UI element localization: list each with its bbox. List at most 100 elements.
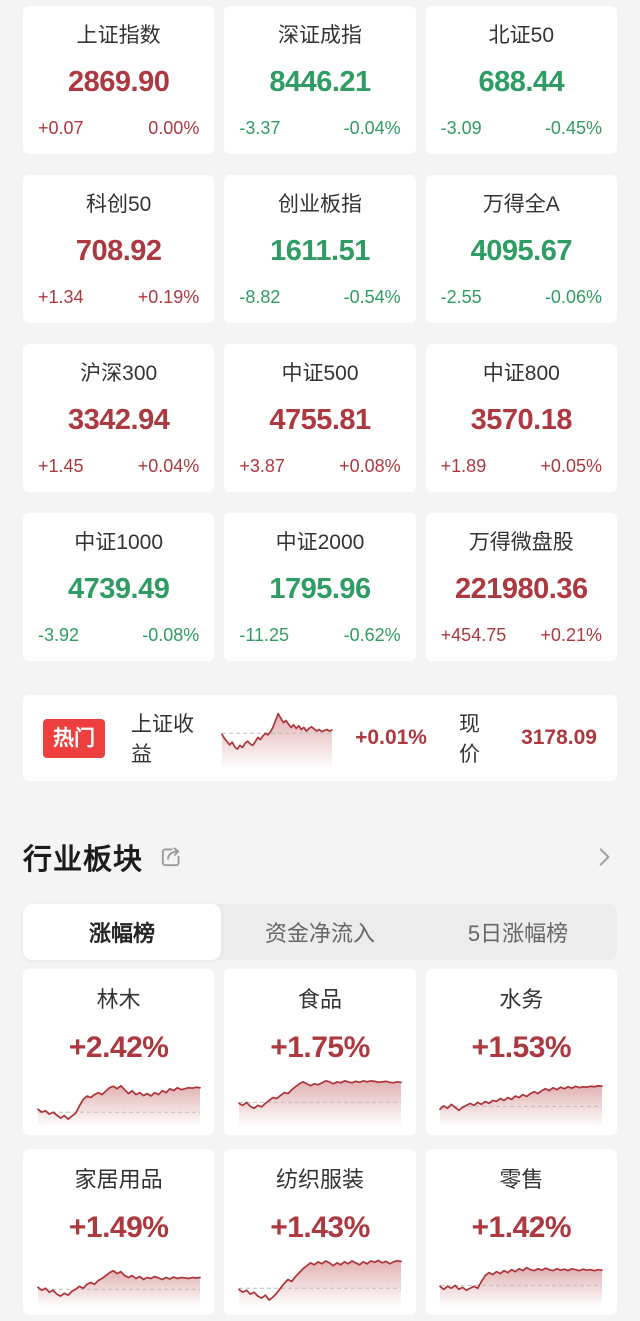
index-change: +454.75 (440, 625, 507, 645)
hot-price-value: 3178.09 (521, 726, 597, 749)
sector-tab-bar: 涨幅榜 资金净流入 5日涨幅榜 (23, 904, 617, 960)
index-value: 2869.90 (68, 66, 170, 98)
index-change: -3.92 (38, 625, 80, 645)
index-change: +0.07 (38, 118, 84, 138)
index-card[interactable]: 科创50 708.92 +1.34 +0.19% (23, 175, 215, 323)
index-value: 708.92 (75, 235, 162, 267)
index-card[interactable]: 深证成指 8446.21 -3.37 -0.04% (224, 6, 416, 154)
sector-sparkline-chart (36, 1269, 201, 1305)
index-value: 1795.96 (269, 573, 371, 605)
index-name: 上证指数 (76, 24, 161, 47)
index-change-pct: +0.08% (339, 456, 401, 476)
sector-section-title: 行业板块 (23, 844, 144, 876)
sector-grid: 林木 +2.42% 食品 +1.75% 水务 +1.53% 家居用品 +1.49… (23, 969, 617, 1315)
index-card[interactable]: 北证50 688.44 -3.09 -0.45% (425, 6, 617, 154)
sector-sparkline-chart (238, 1080, 402, 1125)
index-grid: 上证指数 2869.90 +0.07 0.00% 深证成指 8446.21 -3… (23, 6, 617, 661)
index-name: 万得微盘股 (468, 531, 574, 554)
sector-sparkline-chart (439, 1266, 604, 1305)
index-change-pct: -0.54% (343, 287, 401, 307)
sector-sparkline-chart (238, 1259, 402, 1305)
index-name: 中证2000 (275, 531, 365, 554)
sector-card[interactable]: 食品 +1.75% (224, 969, 416, 1135)
index-value: 688.44 (478, 66, 565, 98)
sector-change-pct: +1.43% (270, 1211, 370, 1244)
index-card[interactable]: 万得微盘股 221980.36 +454.75 +0.21% (425, 513, 617, 661)
index-change: +1.89 (440, 456, 487, 476)
index-name: 中证1000 (74, 531, 164, 554)
index-card[interactable]: 万得全A 4095.67 -2.55 -0.06% (425, 175, 617, 323)
index-card[interactable]: 创业板指 1611.51 -8.82 -0.54% (224, 175, 416, 323)
index-name: 北证50 (488, 24, 554, 47)
index-value: 4739.49 (68, 573, 170, 605)
index-card[interactable]: 沪深300 3342.94 +1.45 +0.04% (23, 344, 215, 492)
index-name: 科创50 (85, 193, 152, 216)
sector-card[interactable]: 水务 +1.53% (425, 969, 617, 1135)
sector-sparkline-chart (36, 1084, 201, 1125)
index-card[interactable]: 中证800 3570.18 +1.89 +0.05% (425, 344, 617, 492)
sector-name: 纺织服装 (275, 1167, 364, 1192)
sector-name: 零售 (499, 1167, 544, 1192)
sector-change-pct: +1.75% (270, 1031, 370, 1064)
index-card[interactable]: 中证1000 4739.49 -3.92 -0.08% (23, 513, 215, 661)
index-change-pct: -0.62% (343, 625, 401, 645)
hot-index-row[interactable]: 热门 上证收益 +0.01% 现价 3178.09 (23, 695, 617, 781)
sector-card[interactable]: 纺织服装 +1.43% (224, 1149, 416, 1315)
hot-change-pct: +0.01% (355, 726, 427, 749)
sector-change-pct: +2.42% (68, 1031, 169, 1064)
index-name: 深证成指 (277, 24, 362, 47)
sector-name: 林木 (96, 987, 141, 1012)
index-change: -3.09 (440, 118, 482, 138)
index-name: 中证800 (482, 362, 560, 385)
index-card[interactable]: 中证500 4755.81 +3.87 +0.08% (224, 344, 416, 492)
index-change: +1.34 (38, 287, 84, 307)
index-change: +1.45 (38, 456, 84, 476)
index-card[interactable]: 上证指数 2869.90 +0.07 0.00% (23, 6, 215, 154)
index-change-pct: -0.06% (544, 287, 602, 307)
sector-change-pct: +1.49% (68, 1211, 169, 1244)
index-change: +3.87 (239, 456, 285, 476)
tab-gainers[interactable]: 涨幅榜 (23, 904, 221, 960)
index-name: 创业板指 (277, 193, 362, 216)
index-value: 3342.94 (68, 404, 170, 436)
index-change-pct: -0.45% (544, 118, 602, 138)
sector-name: 食品 (297, 987, 342, 1012)
share-icon[interactable] (157, 843, 185, 871)
index-name: 沪深300 (80, 362, 158, 385)
index-change-pct: -0.08% (142, 625, 200, 645)
index-card[interactable]: 中证2000 1795.96 -11.25 -0.62% (224, 513, 416, 661)
hot-sparkline-chart (221, 712, 334, 767)
index-value: 3570.18 (470, 404, 573, 436)
sector-sparkline-chart (439, 1084, 604, 1125)
index-name: 中证500 (281, 362, 359, 385)
index-change: -11.25 (239, 625, 290, 645)
sector-name: 水务 (499, 987, 544, 1012)
sector-card[interactable]: 零售 +1.42% (425, 1149, 617, 1315)
sector-name: 家居用品 (74, 1167, 163, 1192)
sector-change-pct: +1.53% (471, 1031, 572, 1064)
index-value: 8446.21 (269, 66, 371, 98)
hot-price-label: 现价 (458, 713, 480, 766)
index-change-pct: 0.00% (148, 118, 200, 138)
index-change: -8.82 (239, 287, 281, 307)
hot-badge: 热门 (43, 718, 105, 758)
index-change: -3.37 (239, 118, 281, 138)
hot-index-name: 上证收益 (131, 713, 194, 766)
tab-net-inflow[interactable]: 资金净流入 (264, 921, 375, 946)
index-change-pct: +0.04% (137, 456, 200, 476)
index-value: 4755.81 (269, 404, 371, 436)
index-value: 1611.51 (270, 235, 370, 267)
sector-card[interactable]: 家居用品 +1.49% (23, 1149, 215, 1315)
index-change-pct: +0.19% (137, 287, 200, 307)
sector-card[interactable]: 林木 +2.42% (23, 969, 215, 1135)
index-change-pct: +0.21% (540, 625, 602, 645)
chevron-right-icon[interactable] (591, 844, 617, 870)
index-change-pct: -0.04% (343, 118, 401, 138)
index-change-pct: +0.05% (540, 456, 602, 476)
index-value: 221980.36 (455, 573, 588, 605)
index-change: -2.55 (440, 287, 482, 307)
tab-5day-gainers[interactable]: 5日涨幅榜 (467, 921, 569, 946)
sector-change-pct: +1.42% (471, 1211, 572, 1244)
index-value: 4095.67 (470, 235, 573, 267)
